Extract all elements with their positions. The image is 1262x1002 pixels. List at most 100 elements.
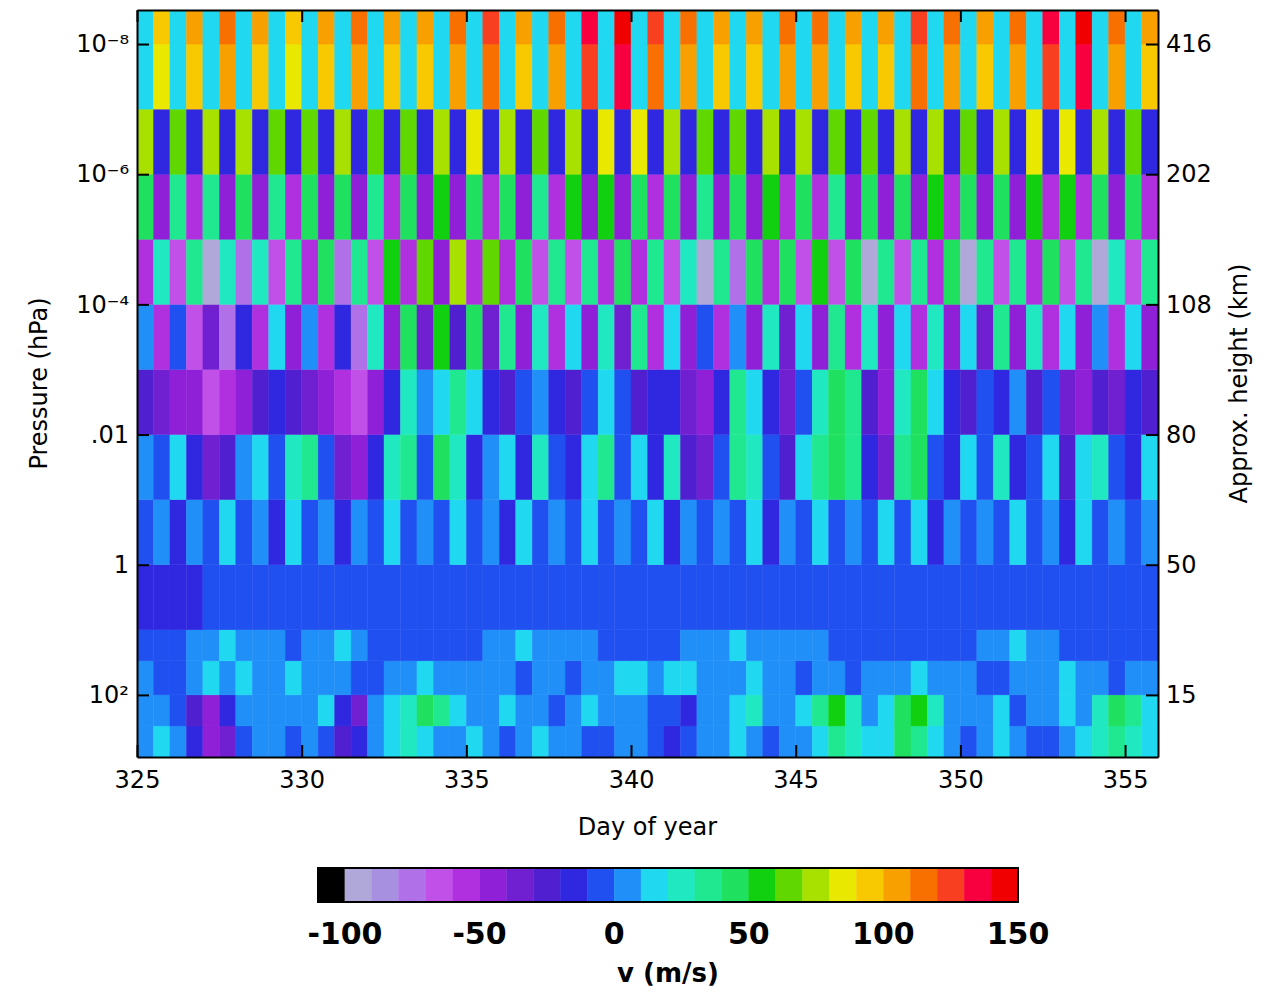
cell	[746, 109, 762, 174]
cell	[186, 10, 202, 44]
cell	[532, 44, 548, 109]
cell	[993, 630, 1009, 661]
cell	[565, 695, 581, 726]
cell	[796, 630, 812, 661]
cell	[466, 44, 482, 109]
cell	[730, 174, 746, 239]
cell	[219, 726, 235, 757]
cell	[417, 44, 433, 109]
cell	[1125, 239, 1141, 304]
cell	[779, 565, 795, 630]
cell	[335, 109, 351, 174]
cell	[384, 304, 400, 369]
cell	[302, 695, 318, 726]
cell	[532, 500, 548, 565]
colorbar-tick-label: -50	[452, 916, 506, 951]
cell	[763, 369, 779, 434]
cell	[713, 435, 729, 500]
cell	[977, 726, 993, 757]
cell	[236, 239, 252, 304]
cell	[1092, 239, 1108, 304]
cell	[796, 500, 812, 565]
cell	[137, 661, 153, 695]
cell	[746, 239, 762, 304]
cell	[368, 239, 384, 304]
cell	[1125, 44, 1141, 109]
cell	[960, 500, 976, 565]
cell	[433, 44, 449, 109]
cell	[236, 630, 252, 661]
cell	[318, 239, 334, 304]
colorbar: -100-50050100150v (m/s)	[307, 868, 1049, 988]
cell	[285, 435, 301, 500]
cell	[1092, 695, 1108, 726]
cell	[977, 10, 993, 44]
cell	[713, 239, 729, 304]
cell	[450, 369, 466, 434]
cell	[680, 661, 696, 695]
cell	[582, 44, 598, 109]
cell	[648, 109, 664, 174]
cell	[1109, 435, 1125, 500]
cell	[433, 304, 449, 369]
cell	[252, 109, 268, 174]
cell	[1125, 435, 1141, 500]
cell	[796, 369, 812, 434]
cell	[219, 304, 235, 369]
cell	[252, 174, 268, 239]
colorbar-bin	[560, 868, 587, 902]
x-tick-mark	[466, 10, 468, 22]
cell	[829, 109, 845, 174]
y2-tick: 416	[1146, 30, 1212, 58]
cell	[516, 661, 532, 695]
cell	[1043, 726, 1059, 757]
cell	[433, 369, 449, 434]
cell	[400, 239, 416, 304]
cell	[302, 174, 318, 239]
cell	[730, 726, 746, 757]
cell	[170, 369, 186, 434]
cell	[153, 109, 169, 174]
cell	[532, 630, 548, 661]
cell	[433, 726, 449, 757]
cell	[763, 239, 779, 304]
cell	[960, 661, 976, 695]
cell	[911, 174, 927, 239]
cell	[450, 661, 466, 695]
cell	[895, 239, 911, 304]
cell	[763, 174, 779, 239]
x-tick-mark	[795, 10, 797, 22]
cell	[1125, 174, 1141, 239]
cell	[927, 44, 943, 109]
cell	[829, 565, 845, 630]
cell	[269, 10, 285, 44]
cell	[170, 10, 186, 44]
cell	[285, 661, 301, 695]
cell	[466, 304, 482, 369]
x-tick-top	[960, 10, 961, 22]
cell	[318, 174, 334, 239]
cell	[730, 565, 746, 630]
cell	[812, 239, 828, 304]
cell	[203, 565, 219, 630]
cell	[1076, 369, 1092, 434]
cell	[895, 369, 911, 434]
cell	[219, 500, 235, 565]
cell	[203, 435, 219, 500]
cell	[1142, 565, 1158, 630]
cell	[829, 174, 845, 239]
cell	[1076, 239, 1092, 304]
cell	[1043, 630, 1059, 661]
cell	[335, 630, 351, 661]
cell	[351, 239, 367, 304]
cell	[1059, 174, 1075, 239]
cell	[927, 239, 943, 304]
cell	[335, 304, 351, 369]
cell	[532, 10, 548, 44]
cell	[664, 174, 680, 239]
cell	[400, 10, 416, 44]
cell	[944, 239, 960, 304]
cell	[1142, 435, 1158, 500]
cell	[1043, 565, 1059, 630]
cell	[664, 109, 680, 174]
